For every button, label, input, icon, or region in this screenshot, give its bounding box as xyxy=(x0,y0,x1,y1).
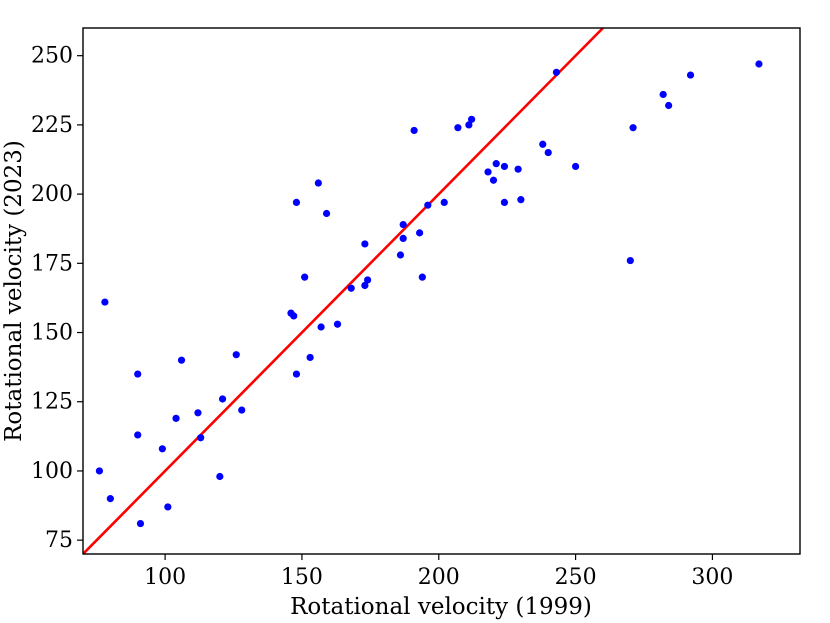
points-layer xyxy=(95,60,763,528)
y-axis-ticks: 75 100 125 150 175 200 225 250 xyxy=(31,44,83,553)
data-point xyxy=(396,251,405,259)
reference-layer xyxy=(83,28,604,554)
data-point xyxy=(514,165,522,173)
data-point xyxy=(484,168,492,176)
data-point xyxy=(468,115,476,123)
data-point xyxy=(134,431,142,439)
y-tick-label: 225 xyxy=(31,113,73,138)
data-point xyxy=(197,434,205,442)
data-point xyxy=(364,276,372,284)
y-tick-label: 125 xyxy=(31,390,73,415)
identity-line xyxy=(83,28,604,554)
data-point xyxy=(106,495,114,503)
y-tick-label: 175 xyxy=(31,251,73,276)
y-tick-label: 250 xyxy=(31,44,73,69)
data-point xyxy=(290,312,298,320)
data-point xyxy=(164,503,172,511)
data-point xyxy=(626,256,634,265)
x-tick-label: 250 xyxy=(555,565,597,590)
data-point xyxy=(659,90,667,99)
data-point xyxy=(238,406,246,414)
data-point xyxy=(399,220,407,229)
data-point xyxy=(218,395,227,403)
data-point xyxy=(232,351,240,359)
data-point xyxy=(177,356,186,364)
data-point xyxy=(95,467,104,475)
x-axis-label: Rotational velocity (1999) xyxy=(290,594,592,620)
data-point xyxy=(500,198,509,207)
data-point xyxy=(292,370,301,378)
x-axis-ticks: 100 150 200 250 300 xyxy=(144,554,733,590)
data-point xyxy=(399,234,407,242)
data-point xyxy=(317,323,325,331)
data-point xyxy=(361,281,369,290)
data-point xyxy=(665,101,673,110)
data-point xyxy=(172,414,180,422)
data-point xyxy=(544,148,552,157)
data-point xyxy=(333,320,342,328)
y-axis-label: Rotational velocity (2023) xyxy=(1,140,27,442)
x-tick-label: 200 xyxy=(418,565,460,590)
data-point xyxy=(755,60,763,68)
data-point xyxy=(158,445,166,453)
data-point xyxy=(454,124,462,132)
x-tick-label: 150 xyxy=(281,565,323,590)
data-point xyxy=(216,472,224,481)
data-point xyxy=(686,71,695,79)
x-tick-label: 300 xyxy=(691,565,733,590)
data-point xyxy=(361,240,369,248)
data-point xyxy=(306,353,314,362)
data-point xyxy=(194,409,202,417)
data-point xyxy=(571,162,580,171)
data-point xyxy=(492,160,500,168)
data-point xyxy=(552,68,561,76)
data-point xyxy=(539,140,547,148)
y-tick-label: 100 xyxy=(31,459,73,484)
y-tick-label: 75 xyxy=(45,528,73,553)
y-tick-label: 150 xyxy=(31,321,73,346)
data-point xyxy=(418,273,426,281)
data-point xyxy=(440,198,448,207)
data-point xyxy=(301,273,309,281)
x-tick-label: 100 xyxy=(144,565,186,590)
data-point xyxy=(424,201,432,209)
data-point xyxy=(416,229,424,237)
data-point xyxy=(322,209,331,218)
data-point xyxy=(500,162,509,171)
data-point xyxy=(101,298,109,306)
data-point xyxy=(465,121,473,129)
data-point xyxy=(134,370,142,378)
data-point xyxy=(347,284,355,292)
data-point xyxy=(314,179,322,187)
data-point xyxy=(517,196,525,204)
data-point xyxy=(489,176,498,184)
data-point xyxy=(292,198,301,207)
plot-frame xyxy=(82,27,801,555)
data-point xyxy=(410,126,418,135)
data-point xyxy=(136,519,145,528)
data-point xyxy=(629,124,637,132)
y-tick-label: 200 xyxy=(31,182,73,207)
